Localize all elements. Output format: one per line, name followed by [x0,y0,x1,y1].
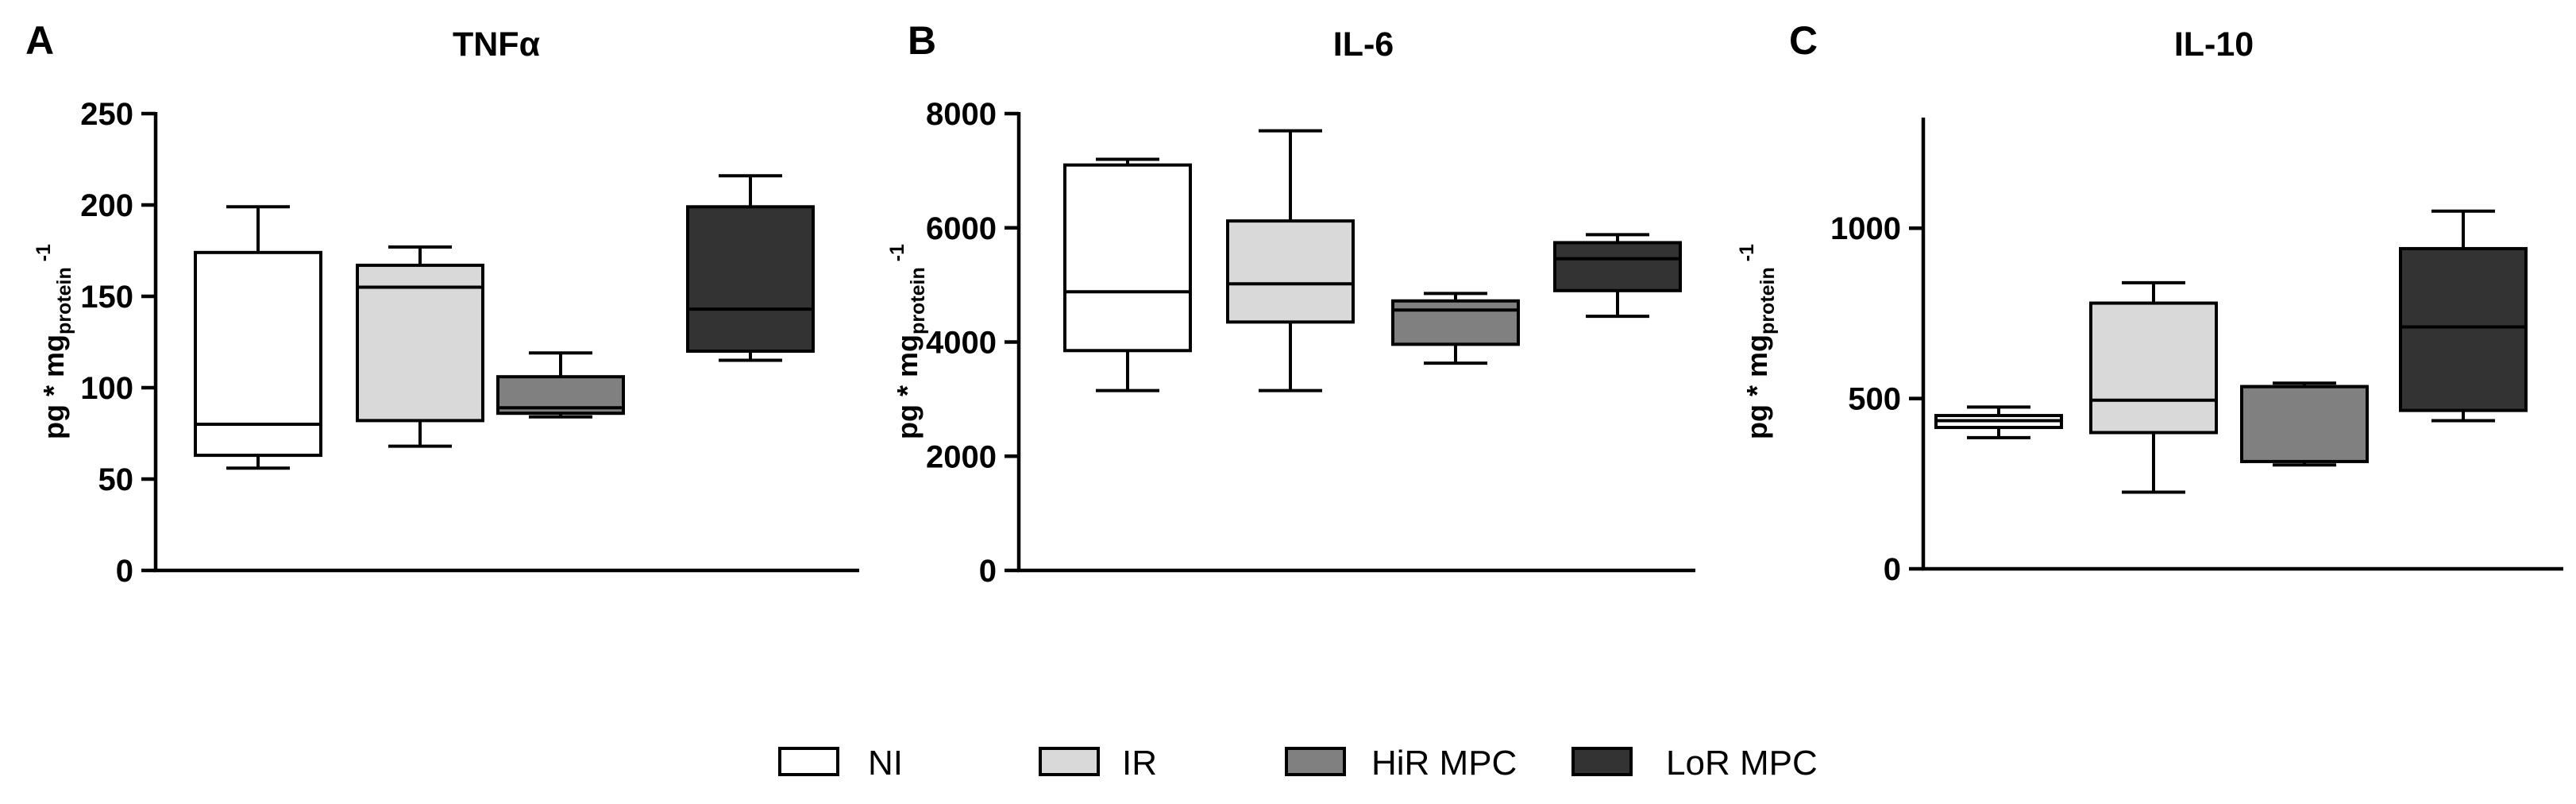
y-tick-label: 0 [116,554,133,589]
iqr-box [2399,246,2528,412]
legend-label: LoR MPC [1666,744,1818,783]
panel-letter: A [25,18,54,63]
y-tick-label: 0 [979,554,997,589]
y-axis-label: pg * mgprotein -1 [33,244,75,439]
legend: NI IR HiR MPC LoR MPC [778,744,1818,783]
y-tick-label: 200 [80,188,133,223]
legend-label: HiR MPC [1371,744,1517,783]
iqr-box [2089,301,2218,435]
box-hir-mpc [496,351,625,419]
y-tick-label: 2000 [926,439,997,474]
y-tick-label: 4000 [926,326,997,361]
y-axis-label: pg * mgprotein -1 [886,244,929,439]
box-lor-mpc [686,174,815,362]
y-tick-label: 100 [80,371,133,406]
box-hir-mpc [1391,292,1520,365]
legend-swatch [778,747,839,776]
y-tick-label: 500 [1848,382,1901,417]
iqr-box [1553,241,1682,292]
iqr-box [194,250,322,458]
legend-item-hir-mpc: HiR MPC [1285,744,1517,783]
box-ni [194,205,322,470]
legend-label: IR [1122,744,1157,783]
panel-letter: B [908,18,936,63]
box-ir [1226,129,1355,392]
box-hir-mpc [2240,381,2369,467]
panels: A TNFα 0 50 100 150 200 250 pg * mgprotein -1 B IL… [25,18,2563,589]
box-ni [1934,405,2063,439]
y-tick-label: 8000 [926,97,997,132]
box-ir [2089,280,2218,494]
box-ni [1063,157,1192,392]
legend-item-ni: NI [778,744,903,783]
legend-item-lor-mpc: LoR MPC [1571,744,1818,783]
legend-label: NI [868,744,903,783]
panel-a: A TNFα 0 50 100 150 200 250 pg * mgprotein -1 [25,18,859,589]
iqr-box [1226,219,1355,324]
iqr-box [1063,163,1192,353]
y-tick-label: 150 [80,280,133,315]
legend-swatch [1285,747,1346,776]
y-axis-label: pg * mgprotein -1 [1736,244,1779,439]
box-lor-mpc [2399,209,2528,423]
chart-title: TNFα [453,25,540,64]
legend-item-ir: IR [1039,744,1157,783]
legend-swatch [1039,747,1100,776]
iqr-box [1391,299,1520,346]
y-tick-label: 50 [98,462,134,497]
chart-title: IL-6 [1333,25,1394,64]
iqr-box [356,263,484,423]
panel-c: C IL-10 0 500 1000 pg * mgprotein -1 [1736,18,2563,587]
chart-title: IL-10 [2174,25,2254,64]
y-tick-label: 0 [1884,552,1901,587]
legend-swatch [1571,747,1633,776]
iqr-box [686,205,815,353]
box-lor-mpc [1553,233,1682,319]
panel-b: B IL-6 0 2000 4000 6000 8000 pg * mgprotein -1 [886,18,1695,589]
y-tick-label: 6000 [926,211,997,246]
y-tick-label: 250 [80,97,133,132]
panel-letter: C [1789,18,1818,63]
y-tick-label: 1000 [1830,211,1901,246]
iqr-box [2240,385,2369,463]
box-ir [356,245,484,448]
